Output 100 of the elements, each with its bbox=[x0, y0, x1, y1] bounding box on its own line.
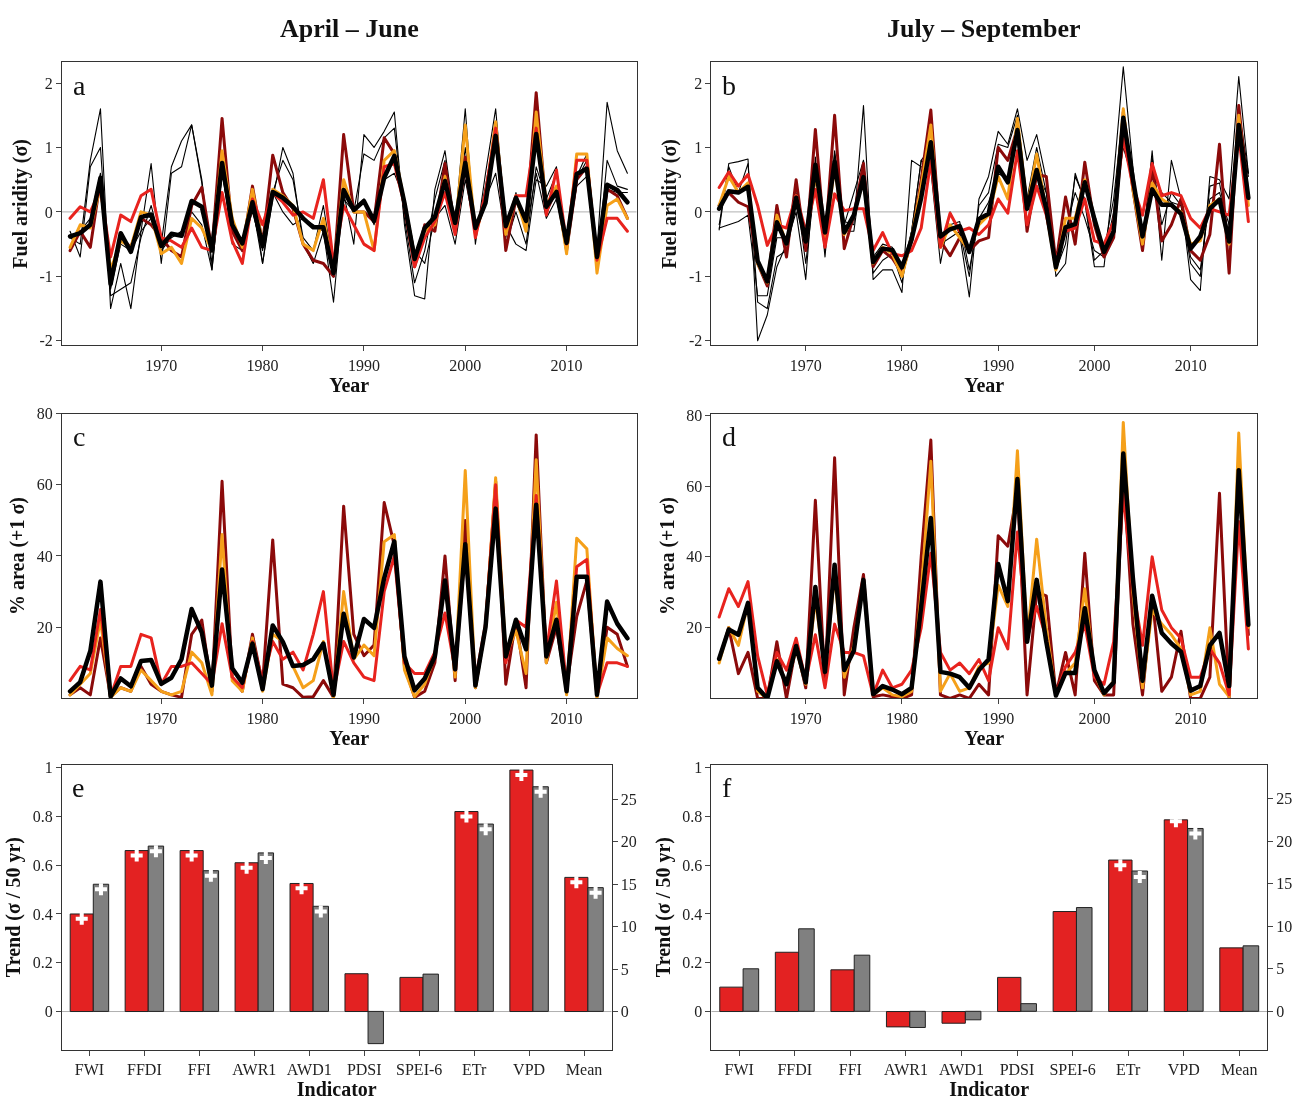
x-tick-label: 2010 bbox=[550, 356, 583, 374]
y-tick-label: -1 bbox=[688, 267, 703, 285]
x-tick-label: FFDI bbox=[127, 1060, 162, 1078]
x-tick-label: SPEI-6 bbox=[1049, 1060, 1096, 1078]
x-axis-title: Year bbox=[329, 373, 370, 396]
y-axis-title: Fuel aridity (σ) bbox=[658, 138, 682, 269]
x-tick-label: 1980 bbox=[246, 709, 279, 727]
x-tick-label: 1990 bbox=[982, 709, 1015, 727]
x-tick-label: 1990 bbox=[347, 709, 380, 727]
y-tick-label: 2 bbox=[44, 74, 53, 92]
y-tick-label: 60 bbox=[686, 477, 703, 495]
y-tick-label: 60 bbox=[36, 476, 53, 494]
x-axis-title: Indicator bbox=[296, 1077, 377, 1100]
y-tick-label: 0 bbox=[44, 203, 53, 221]
x-tick-label: 2000 bbox=[449, 709, 482, 727]
x-axis-title: Indicator bbox=[949, 1077, 1030, 1100]
chart-title: April – June bbox=[280, 14, 419, 43]
y2-tick-label: 5 bbox=[1276, 960, 1285, 978]
y-tick-label: 0.2 bbox=[682, 954, 703, 972]
x-tick-label: Mean bbox=[1221, 1060, 1258, 1078]
y-tick-label: 0.4 bbox=[682, 905, 703, 923]
x-tick-label: FFI bbox=[838, 1060, 862, 1078]
y-axis-title: Trend (σ / 50 yr) bbox=[2, 837, 26, 978]
y2-tick-label: 5 bbox=[620, 960, 629, 978]
y2-tick-label: 10 bbox=[1276, 917, 1292, 935]
x-tick-label: 2000 bbox=[1078, 356, 1111, 374]
annotation: d bbox=[722, 421, 736, 452]
y2-tick-label: 0 bbox=[1276, 1002, 1285, 1020]
x-tick-label: 1990 bbox=[347, 356, 380, 374]
y-tick-label: 0 bbox=[44, 1003, 53, 1021]
y-tick-label: 20 bbox=[36, 618, 53, 636]
y-tick-label: 80 bbox=[686, 406, 703, 424]
y-tick-label: 20 bbox=[686, 619, 703, 637]
y-tick-label: 0.8 bbox=[32, 808, 53, 826]
y-tick-label: 0 bbox=[694, 203, 703, 221]
y-tick-label: 1 bbox=[694, 139, 703, 157]
y2-tick-label: 0 bbox=[620, 1003, 629, 1021]
y2-tick-label: 15 bbox=[620, 875, 637, 893]
y-tick-label: -2 bbox=[688, 332, 703, 350]
x-axis-title: Year bbox=[964, 373, 1005, 396]
x-tick-label: 1970 bbox=[145, 356, 178, 374]
y-tick-label: -1 bbox=[39, 267, 53, 285]
x-tick-label: VPD bbox=[1167, 1060, 1200, 1078]
x-tick-label: ETr bbox=[461, 1060, 487, 1078]
x-tick-label: 1970 bbox=[789, 709, 822, 727]
x-tick-label: Mean bbox=[565, 1060, 603, 1078]
y-tick-label: 1 bbox=[44, 759, 53, 777]
x-tick-label: 1980 bbox=[885, 709, 918, 727]
annotation: a bbox=[73, 70, 86, 101]
x-tick-label: AWD1 bbox=[286, 1060, 332, 1078]
x-tick-label: 2010 bbox=[1174, 709, 1207, 727]
x-tick-label: ETr bbox=[1115, 1060, 1141, 1078]
x-tick-label: FFI bbox=[187, 1060, 211, 1078]
x-tick-label: 1990 bbox=[982, 356, 1015, 374]
x-tick-label: 1970 bbox=[145, 709, 178, 727]
y2-tick-label: 25 bbox=[620, 791, 637, 809]
y-tick-label: 1 bbox=[694, 759, 703, 777]
x-tick-label: 1970 bbox=[789, 356, 822, 374]
annotation: f bbox=[722, 772, 732, 803]
y-tick-label: 80 bbox=[36, 405, 53, 423]
x-tick-label: 2010 bbox=[1174, 356, 1207, 374]
y-tick-label: 0.6 bbox=[32, 856, 53, 874]
x-tick-label: 2000 bbox=[1078, 709, 1111, 727]
x-axis-title: Year bbox=[964, 726, 1005, 749]
y-axis-title: % area (+1 σ) bbox=[655, 496, 679, 615]
x-tick-label: AWR1 bbox=[232, 1060, 277, 1078]
x-tick-label: 2010 bbox=[550, 709, 583, 727]
y-tick-label: 0.6 bbox=[682, 856, 703, 874]
y-axis-title: Fuel aridity (σ) bbox=[8, 138, 32, 269]
x-tick-label: PDSI bbox=[346, 1060, 382, 1078]
x-tick-label: FWI bbox=[74, 1060, 105, 1078]
annotation: e bbox=[72, 772, 85, 803]
x-tick-label: AWD1 bbox=[938, 1060, 984, 1078]
x-tick-label: 1980 bbox=[885, 356, 918, 374]
x-tick-label: AWR1 bbox=[883, 1060, 928, 1078]
x-tick-label: VPD bbox=[513, 1060, 546, 1078]
y-axis-title: Trend (σ / 50 yr) bbox=[651, 837, 675, 978]
y2-tick-label: 10 bbox=[620, 918, 637, 936]
y2-tick-label: 20 bbox=[620, 833, 637, 851]
annotation: b bbox=[722, 70, 736, 101]
y-tick-label: 2 bbox=[694, 74, 703, 92]
chart-title: July – September bbox=[887, 14, 1081, 43]
y-tick-label: 0.2 bbox=[32, 954, 53, 972]
y-tick-label: 0 bbox=[694, 1003, 703, 1021]
x-axis-title: Year bbox=[329, 726, 370, 749]
x-tick-label: 1980 bbox=[246, 356, 279, 374]
x-tick-label: FWI bbox=[724, 1060, 754, 1078]
y2-tick-label: 15 bbox=[1276, 875, 1292, 893]
y-tick-label: -2 bbox=[39, 332, 53, 350]
y-axis-title: % area (+1 σ) bbox=[6, 496, 30, 615]
x-tick-label: 2000 bbox=[449, 356, 482, 374]
x-tick-label: SPEI-6 bbox=[396, 1060, 443, 1078]
y-tick-label: 1 bbox=[44, 139, 53, 157]
y-tick-label: 40 bbox=[36, 547, 53, 565]
x-tick-label: PDSI bbox=[999, 1060, 1035, 1078]
annotation: c bbox=[73, 421, 86, 452]
y2-tick-label: 20 bbox=[1276, 832, 1292, 850]
y-tick-label: 40 bbox=[686, 548, 703, 566]
y2-tick-label: 25 bbox=[1276, 790, 1292, 808]
y-tick-label: 0.8 bbox=[682, 808, 703, 826]
